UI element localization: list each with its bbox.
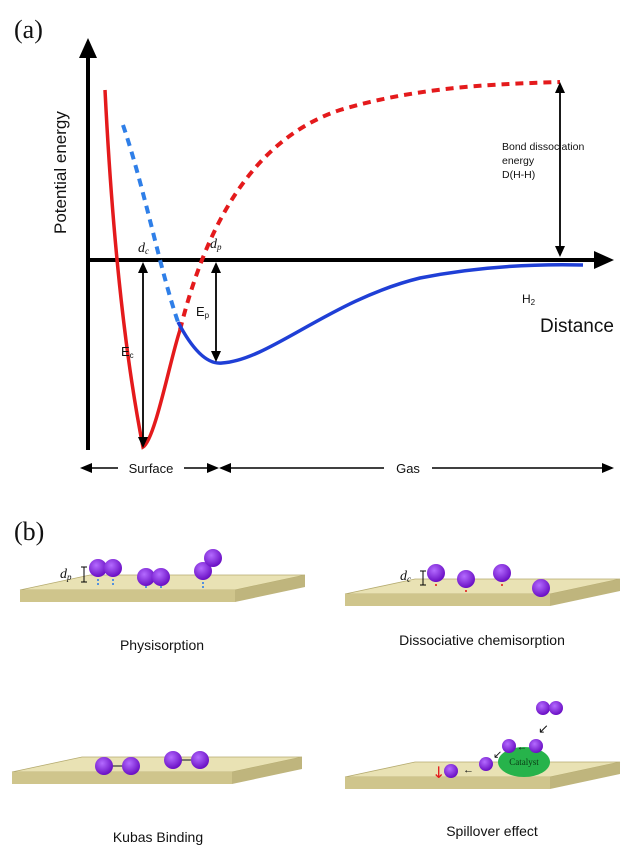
dp-label: dp [210,237,222,252]
plate-side [550,579,620,606]
h-atom [89,559,107,577]
h2-label: H2 [522,292,536,307]
bond-label-line2: energy [502,155,535,167]
kubas-illustration: Kubas Binding [11,751,303,845]
h-atom [457,570,475,588]
surface-arrowhead-left [80,463,92,473]
h-atom [164,751,182,769]
bond-label-line3: D(H-H) [502,169,535,181]
chemisorption-curve-solid [103,89,182,450]
physisorption-illustration: dp Physisorption [19,549,306,653]
physisorption-curve-solid [176,263,584,365]
plate-side [550,762,620,789]
plate-side [235,575,305,602]
h-atom [191,751,209,769]
ec-label: Ec [121,344,134,360]
arrow-icon: ↙ [538,721,549,736]
plate-front [345,777,550,789]
gas-arrowhead-left [219,463,231,473]
arrow-icon: ← [517,742,527,753]
dp-symbol: dp [60,567,72,582]
physisorption-curve-dashed [121,124,180,323]
plate-front [20,590,235,602]
y-axis-arrowhead [79,38,97,58]
h-atom [479,757,493,771]
catalyst-label: Catalyst [509,757,539,767]
panel-a-label: (a) [14,15,43,44]
dissociative-caption: Dissociative chemisorption [399,632,565,648]
arrow-icon: ← [463,764,474,776]
x-axis-label: Distance [540,316,614,337]
catalyst-blob [498,747,550,777]
h-atom [502,739,516,753]
ep-label: Ep [196,304,210,320]
h-atom [529,739,543,753]
h-atom [137,568,155,586]
h-atom [444,764,458,778]
h-atom [152,568,170,586]
bond-arrowhead-top [555,82,565,93]
h-atom [493,564,511,582]
gas-arrowhead-right [602,463,614,473]
bond-label-line1: Bond dissociation [502,141,584,153]
arrow-icon: ↙ [493,749,502,761]
h-atom [104,559,122,577]
surface-label: Surface [129,461,174,476]
ec-arrowhead-top [138,262,148,273]
h-atom [204,549,222,567]
dissociative-illustration: dc Dissociative chemisorption [344,564,621,648]
plate-front [345,594,550,606]
plate-front [12,772,232,784]
h-atom [427,564,445,582]
y-axis-label: Potential energy [51,111,70,234]
ec-arrowhead-bottom [138,437,148,448]
bond-arrowhead-bottom [555,246,565,257]
gas-label-bg [384,459,432,477]
h-atom [194,562,212,580]
physisorption-caption: Physisorption [120,637,204,653]
ep-arrowhead-bottom [211,351,221,362]
panel-a: (a) Potential energy Distance Bond disso… [14,15,614,477]
surface-label-bg [118,459,184,477]
h-atom [122,757,140,775]
down-arrow-icon: ↓ [432,763,445,782]
spillover-illustration: Catalyst ↙ ← ↙ ← ↓ Spillover effect [344,701,621,839]
spillover-caption: Spillover effect [446,823,538,839]
x-axis-arrowhead [594,251,614,269]
chemisorption-curve-dashed [178,80,561,331]
h-atom [95,757,113,775]
kubas-caption: Kubas Binding [113,829,203,845]
h-atom [549,701,563,715]
ep-arrowhead-top [211,262,221,273]
panel-b-label: (b) [14,517,44,546]
plate-side [232,757,302,784]
h-atom [536,701,550,715]
gas-label: Gas [396,461,420,476]
dc-label: dc [138,241,149,256]
surface-arrowhead-right [207,463,219,473]
dc-symbol: dc [400,569,411,584]
panel-b: (b) dp Physisorption [11,517,621,845]
h-atom [532,579,550,597]
